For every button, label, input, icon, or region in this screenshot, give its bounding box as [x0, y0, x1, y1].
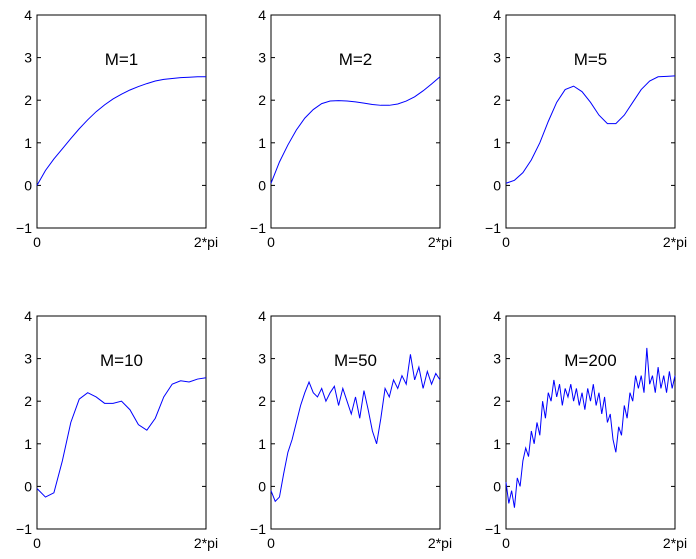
y-tick-label: 3 — [24, 351, 32, 367]
y-tick-label: 1 — [493, 135, 501, 151]
panel-title: M=5 — [574, 50, 608, 69]
y-tick-label: 3 — [24, 50, 32, 66]
y-tick-label: 1 — [24, 436, 32, 452]
series-line-1 — [36, 377, 207, 498]
x-tick-label: 2*pi — [428, 234, 452, 250]
y-tick-label: 3 — [258, 50, 266, 66]
series-line-1 — [505, 347, 676, 508]
y-tick-label: 0 — [258, 177, 266, 193]
y-tick-label: 0 — [24, 478, 32, 494]
axes-frame — [505, 315, 676, 530]
x-tick-label: 0 — [33, 234, 41, 250]
y-tick-label: −1 — [485, 521, 501, 537]
y-tick-label: 1 — [24, 135, 32, 151]
axes-frame — [36, 315, 207, 530]
y-tick-label: 1 — [493, 436, 501, 452]
series-line-1 — [505, 75, 676, 184]
y-tick-label: 1 — [258, 436, 266, 452]
y-tick-label: −1 — [250, 521, 266, 537]
y-tick-label: −1 — [250, 220, 266, 236]
y-tick-label: 4 — [258, 308, 266, 324]
y-tick-label: 2 — [258, 92, 266, 108]
y-tick-label: 1 — [258, 135, 266, 151]
x-tick-label: 2*pi — [194, 234, 218, 250]
series-line-1 — [36, 76, 206, 186]
y-tick-label: 0 — [493, 478, 501, 494]
axes-frame — [505, 14, 676, 229]
panel-title: M=2 — [339, 50, 373, 69]
panel-title: M=50 — [334, 351, 377, 370]
panel-title: M=10 — [100, 351, 143, 370]
x-tick-label: 2*pi — [194, 535, 218, 551]
x-tick-label: 0 — [267, 535, 275, 551]
y-tick-label: 4 — [493, 7, 501, 23]
axes-frame — [36, 14, 207, 229]
y-tick-label: −1 — [16, 521, 32, 537]
y-tick-label: 0 — [493, 177, 501, 193]
x-tick-label: 2*pi — [663, 535, 687, 551]
panel-title: M=1 — [105, 50, 139, 69]
y-tick-label: −1 — [16, 220, 32, 236]
x-tick-label: 0 — [502, 234, 510, 250]
x-tick-label: 2*pi — [663, 234, 687, 250]
y-tick-label: 4 — [24, 7, 32, 23]
y-tick-label: 3 — [493, 351, 501, 367]
y-tick-label: 0 — [24, 177, 32, 193]
y-tick-label: 3 — [258, 351, 266, 367]
panel-title: M=200 — [564, 351, 616, 370]
x-tick-label: 2*pi — [428, 535, 452, 551]
axes-frame — [270, 14, 441, 229]
axes-frame — [270, 315, 441, 530]
series-line-1 — [270, 76, 441, 184]
y-tick-label: 2 — [493, 92, 501, 108]
x-tick-label: 0 — [33, 535, 41, 551]
y-tick-label: 2 — [24, 393, 32, 409]
y-tick-label: 2 — [24, 92, 32, 108]
y-tick-label: 4 — [493, 308, 501, 324]
y-tick-label: 2 — [493, 393, 501, 409]
series-line-1 — [270, 354, 441, 503]
y-tick-label: 4 — [24, 308, 32, 324]
x-tick-label: 0 — [267, 234, 275, 250]
x-tick-label: 0 — [502, 535, 510, 551]
y-tick-label: 2 — [258, 393, 266, 409]
y-tick-label: −1 — [485, 220, 501, 236]
y-tick-label: 3 — [493, 50, 501, 66]
y-tick-label: 0 — [258, 478, 266, 494]
y-tick-label: 4 — [258, 7, 266, 23]
